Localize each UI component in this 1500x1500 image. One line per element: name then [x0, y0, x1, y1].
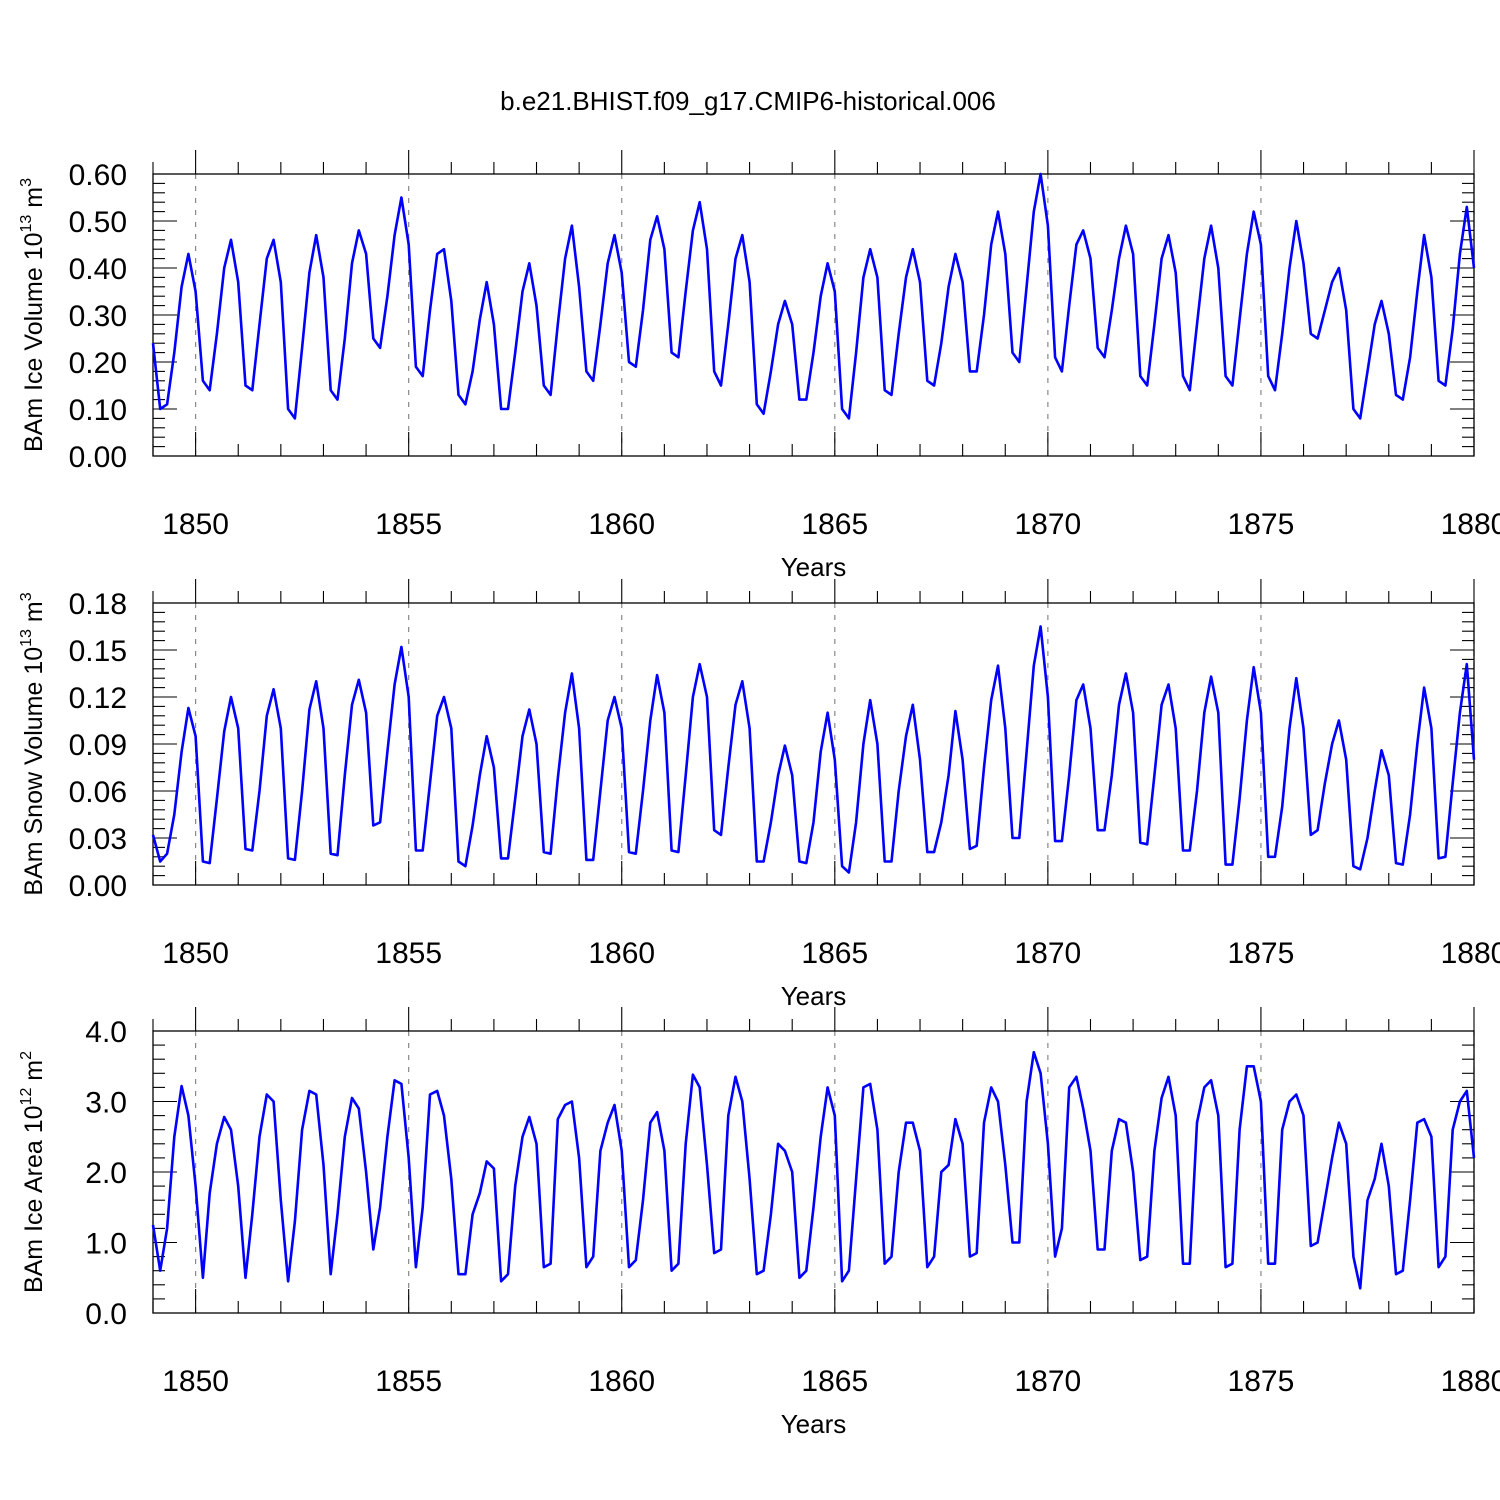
- y-axis-label: BAm Snow Volume 1013 m3: [18, 592, 48, 895]
- y-axis-label-superscript: 3: [18, 178, 35, 187]
- ytick-label: 0.09: [69, 729, 127, 762]
- xtick-label: 1875: [1228, 508, 1295, 541]
- ytick-label: 0.20: [69, 347, 127, 380]
- y-axis-label-part: m: [20, 187, 48, 215]
- xtick-label: 1865: [801, 508, 868, 541]
- figure-title: b.e21.BHIST.f09_g17.CMIP6-historical.006: [500, 86, 996, 116]
- y-axis-label-superscript: 3: [18, 592, 35, 601]
- y-axis-label-part: m: [20, 1060, 48, 1088]
- ytick-label: 4.0: [85, 1016, 127, 1049]
- xtick-label: 1860: [588, 937, 655, 970]
- ytick-label: 0.10: [69, 394, 127, 427]
- x-axis-label: Years: [781, 552, 847, 582]
- y-axis-label-part: BAm Ice Area 10: [20, 1105, 48, 1293]
- y-axis-label-part: BAm Snow Volume 10: [20, 647, 48, 896]
- panel-ice-area: 0.0 1.0 2.0 3.0 4.0 1850 1855 1860 1865 1870 1875 1…: [18, 1007, 1500, 1439]
- xtick-label: 1850: [162, 937, 229, 970]
- plot-frame: [152, 1030, 1475, 1314]
- xtick-label: 1875: [1228, 1365, 1295, 1398]
- xtick-label: 1865: [801, 1365, 868, 1398]
- y-axis-label-superscript: 2: [18, 1051, 35, 1060]
- ytick-label: 1.0: [85, 1228, 127, 1261]
- ytick-label: 0.18: [69, 588, 127, 621]
- y-axis-label: BAm Ice Area 1012 m2: [18, 1051, 48, 1293]
- ytick-label: 2.0: [85, 1157, 127, 1190]
- xtick-label: 1870: [1014, 937, 1081, 970]
- ytick-label: 0.00: [69, 870, 127, 903]
- y-axis-label-superscript: 13: [18, 629, 35, 647]
- xtick-label: 1860: [588, 508, 655, 541]
- panel-ice-volume: 0.00 0.10 0.20 0.30 0.40 0.50 0.60 1850 1855 1860…: [18, 150, 1500, 582]
- x-axis-label: Years: [781, 1409, 847, 1439]
- xtick-label: 1855: [375, 937, 442, 970]
- series-line-ice-area: [151, 1050, 1476, 1290]
- ytick-label: 0.30: [69, 300, 127, 333]
- xtick-label: 1865: [801, 937, 868, 970]
- xtick-label: 1850: [162, 508, 229, 541]
- y-axis-label-superscript: 13: [18, 215, 35, 233]
- series-line-snow-volume: [151, 625, 1476, 874]
- xtick-label: 1880: [1441, 1365, 1500, 1398]
- xtick-label: 1880: [1441, 937, 1500, 970]
- ytick-label: 3.0: [85, 1087, 127, 1120]
- x-axis-label: Years: [781, 981, 847, 1011]
- y-axis-label-superscript: 12: [18, 1088, 35, 1106]
- ytick-label: 0.40: [69, 253, 127, 286]
- ytick-label: 0.0: [85, 1298, 127, 1331]
- xtick-label: 1875: [1228, 937, 1295, 970]
- panel-snow-volume: 0.00 0.03 0.06 0.09 0.12 0.15 0.18 1850 1855 1860…: [18, 579, 1500, 1011]
- y-axis-label-part: BAm Ice Volume 10: [20, 232, 48, 452]
- xtick-label: 1855: [375, 1365, 442, 1398]
- ytick-label: 0.15: [69, 635, 127, 668]
- y-axis-label-part: m: [20, 601, 48, 629]
- ytick-label: 0.12: [69, 682, 127, 715]
- xtick-label: 1870: [1014, 1365, 1081, 1398]
- y-axis-label: BAm Ice Volume 1013 m3: [18, 178, 48, 452]
- ytick-label: 0.03: [69, 823, 127, 856]
- xtick-label: 1870: [1014, 508, 1081, 541]
- ytick-label: 0.00: [69, 441, 127, 474]
- xtick-label: 1860: [588, 1365, 655, 1398]
- xtick-label: 1880: [1441, 508, 1500, 541]
- series-line-ice-volume: [151, 172, 1476, 420]
- ytick-label: 0.60: [69, 159, 127, 192]
- xtick-label: 1855: [375, 508, 442, 541]
- ytick-label: 0.06: [69, 776, 127, 809]
- ytick-label: 0.50: [69, 206, 127, 239]
- plot-frame: [152, 173, 1475, 457]
- xtick-label: 1850: [162, 1365, 229, 1398]
- panels: 0.00 0.10 0.20 0.30 0.40 0.50 0.60 1850 1855 1860…: [18, 150, 1500, 1439]
